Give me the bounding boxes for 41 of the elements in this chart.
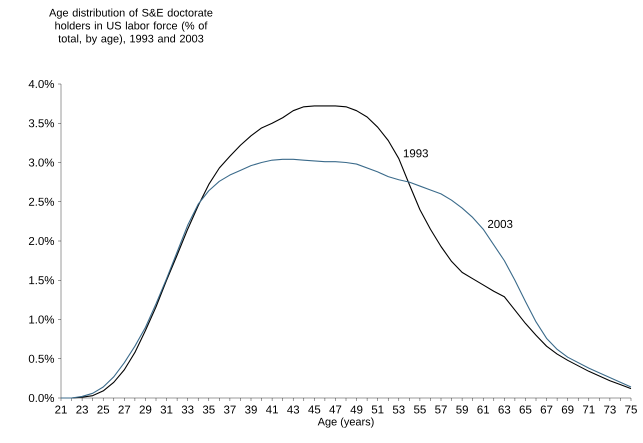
x-tick-label: 27 bbox=[118, 406, 130, 414]
x-tick-label: 55 bbox=[414, 406, 426, 414]
annotation: 1993 bbox=[404, 149, 428, 158]
x-tick-label: 41 bbox=[266, 406, 278, 414]
x-tick-label: 51 bbox=[372, 406, 384, 414]
x-tick-label: 33 bbox=[182, 406, 194, 414]
x-tick-label: 21 bbox=[55, 406, 67, 414]
y-tick-label: 2.0% bbox=[28, 236, 54, 246]
x-tick-label: 59 bbox=[456, 406, 468, 414]
x-tick-label: 67 bbox=[540, 406, 552, 414]
x-tick-label: 63 bbox=[498, 406, 510, 414]
x-tick-label: 53 bbox=[392, 406, 405, 414]
x-tick-label: 39 bbox=[245, 406, 257, 414]
x-tick-label: 25 bbox=[97, 406, 110, 414]
y-tick-label: 1.5% bbox=[29, 276, 54, 284]
x-tick-label: 23 bbox=[76, 406, 88, 414]
x-tick-label: 35 bbox=[202, 406, 215, 414]
x-axis-title: Age (years) bbox=[318, 417, 374, 428]
x-tick-label: 57 bbox=[435, 406, 447, 414]
x-tick-label: 49 bbox=[350, 406, 362, 414]
x-tick-label: 31 bbox=[160, 406, 172, 414]
x-tick-label: 71 bbox=[583, 406, 595, 414]
y-tick-label: 1.0% bbox=[29, 315, 54, 324]
x-tick-label: 61 bbox=[477, 406, 490, 414]
x-tick-label: 47 bbox=[329, 406, 342, 414]
y-tick-label: 3.5% bbox=[28, 119, 54, 128]
x-tick-label: 65 bbox=[520, 406, 532, 414]
y-tick-label: 4.0% bbox=[28, 80, 54, 88]
chart-title: Age distribution of S&E doctorate holders in US labor force (% of total, by age), 1993 and 2003 bbox=[49, 8, 212, 45]
x-tick-label: 69 bbox=[562, 406, 574, 414]
x-tick-label: 45 bbox=[308, 406, 320, 414]
x-tick-label: 37 bbox=[224, 406, 236, 414]
x-tick-label: 75 bbox=[625, 406, 637, 414]
x-tick-label: 43 bbox=[287, 406, 300, 414]
y-tick-label: 3.0% bbox=[28, 158, 54, 167]
y-tick-label: 2.5% bbox=[28, 198, 54, 206]
x-tick-label: 73 bbox=[604, 406, 616, 414]
y-tick-label: 0.0% bbox=[28, 394, 54, 402]
y-tick-label: 0.5% bbox=[28, 354, 54, 363]
x-tick-label: 29 bbox=[140, 406, 152, 414]
annotation: 2003 bbox=[488, 220, 512, 228]
